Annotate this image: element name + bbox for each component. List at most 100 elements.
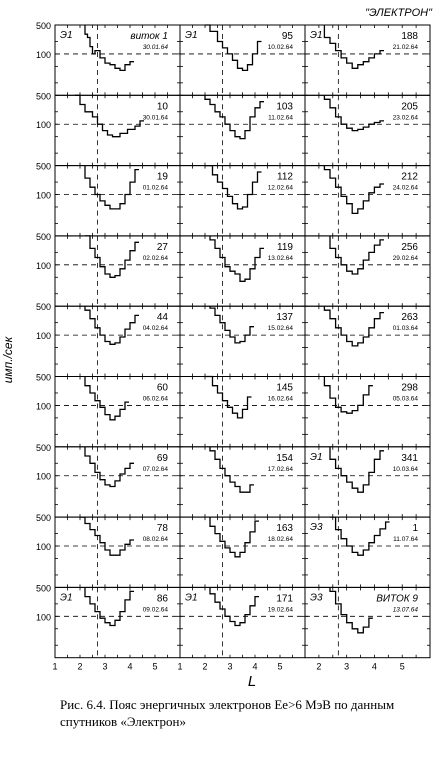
x-tick-label: 5 — [277, 662, 282, 672]
series-line — [323, 95, 384, 132]
y-tick-label: 500 — [36, 162, 51, 172]
chart-panel: Э1 171 19.02.64 — [179, 586, 306, 659]
orbit-label: 171 — [276, 593, 293, 604]
orbit-label: 95 — [282, 31, 294, 42]
date-label: 05.03.64 — [393, 396, 419, 403]
orbit-label: 27 — [157, 242, 169, 253]
chart-panel: 112 12.02.64 — [179, 164, 306, 237]
y-tick-label: 500 — [36, 513, 51, 523]
orbit-label: 205 — [401, 101, 418, 112]
date-label: 13.07.64 — [393, 606, 419, 613]
orbit-label: 341 — [401, 453, 418, 464]
chart-panel: Э1 188 21.02.64 — [304, 24, 431, 96]
date-label: 12.02.64 — [268, 185, 294, 192]
date-label: 11.02.64 — [268, 114, 293, 121]
x-tick-label: 2 — [77, 662, 82, 672]
chart-panel: 256 29.02.64 — [304, 235, 431, 307]
chart-panel: 205 23.02.64 — [304, 94, 431, 167]
x-tick-label: 3 — [102, 662, 107, 672]
series-line — [329, 587, 373, 634]
date-label: 10.02.64 — [268, 44, 294, 51]
series-line — [205, 375, 252, 419]
y-tick-label: 100 — [36, 612, 51, 622]
date-label: 07.02.64 — [143, 466, 169, 473]
date-label: 24.02.64 — [393, 185, 419, 192]
satellite-label: Э1 — [185, 592, 198, 603]
chart-panel: 60 06.02.64 — [54, 376, 181, 448]
series-line — [85, 235, 139, 278]
orbit-label: 119 — [277, 242, 293, 253]
x-tick-label: 4 — [127, 662, 132, 672]
y-tick-label: 100 — [36, 50, 51, 60]
series-line — [329, 446, 384, 493]
orbit-label: 78 — [157, 523, 169, 534]
orbit-label: 103 — [276, 101, 293, 112]
y-tick-label: 500 — [36, 91, 51, 101]
date-label: 08.02.64 — [143, 536, 169, 543]
date-label: 30.01.64 — [143, 114, 169, 121]
orbit-label: 44 — [157, 312, 169, 323]
orbit-label: 10 — [157, 101, 169, 112]
y-tick-labels: 500 100 500 100 500 100 500 100 500 100 500 100 500 1… — [36, 21, 51, 622]
satellite-label: Э3 — [310, 592, 323, 603]
series-line — [329, 235, 384, 275]
series-line — [80, 516, 134, 556]
orbit-label: 69 — [157, 453, 169, 464]
orbit-label: 112 — [277, 172, 293, 183]
figure-header: "ЭЛЕКТРОН" — [365, 7, 433, 19]
chart-panel: 298 05.03.64 — [304, 376, 431, 448]
x-tick-label: 4 — [252, 662, 257, 672]
x-tick-label: 5 — [152, 662, 157, 672]
chart-panel: 19 01.02.64 — [54, 165, 181, 237]
date-label: 17.02.64 — [268, 466, 294, 473]
orbit-label: 188 — [401, 31, 418, 42]
x-axis: 1 2 3 4 5 1 2 3 4 5 2 3 4 5 — [52, 662, 404, 672]
chart-panel: 263 01.03.64 — [304, 305, 431, 378]
series-line — [323, 165, 384, 215]
y-tick-label: 100 — [36, 331, 51, 341]
y-tick-label: 500 — [36, 373, 51, 383]
date-label: 29.02.64 — [393, 255, 419, 262]
series-line — [84, 446, 134, 488]
orbit-label: ВИТОК 9 — [376, 593, 418, 604]
series-line — [209, 446, 254, 493]
x-tick-label: 4 — [372, 662, 377, 672]
date-label: 23.02.64 — [393, 114, 419, 121]
chart-panel: 212 24.02.64 — [304, 165, 431, 237]
y-tick-label: 500 — [36, 443, 51, 453]
date-label: 18.02.64 — [268, 536, 294, 543]
y-tick-label: 100 — [36, 401, 51, 411]
chart-panel: 69 07.02.64 — [54, 446, 181, 518]
x-tick-label: 3 — [344, 662, 349, 672]
panel-grid: Э1 виток 1 30.01.64 Э1 95 10.02.64 Э1 188 21.02.… — [54, 24, 431, 659]
chart-panel: 163 18.02.64 — [179, 516, 306, 588]
chart-panel: Э1 86 09.02.64 — [54, 586, 181, 659]
satellite-label: Э1 — [60, 30, 73, 41]
orbit-label: виток 1 — [130, 31, 168, 42]
chart-panel: Э1 341 10.03.64 — [304, 446, 431, 518]
y-tick-label: 100 — [36, 191, 51, 201]
orbit-label: 256 — [401, 242, 418, 253]
orbit-label: 145 — [276, 383, 293, 394]
satellite-label: Э1 — [310, 452, 323, 463]
orbit-label: 212 — [401, 172, 418, 183]
chart-panel: Э3 ВИТОК 9 13.07.64 — [304, 586, 431, 659]
series-line — [84, 306, 139, 345]
y-tick-label: 500 — [36, 302, 51, 312]
satellite-label: Э1 — [185, 30, 198, 41]
date-label: 01.02.64 — [143, 185, 169, 192]
x-axis-label: L — [248, 673, 256, 690]
y-tick-label: 100 — [36, 261, 51, 271]
series-line — [209, 306, 254, 344]
chart-panel: 137 15.02.64 — [179, 305, 306, 378]
orbit-label: 137 — [276, 312, 293, 323]
series-line — [330, 516, 390, 556]
date-label: 06.02.64 — [143, 396, 169, 403]
chart-panel: 145 16.02.64 — [179, 375, 306, 448]
series-line — [205, 24, 262, 72]
satellite-label: Э1 — [60, 592, 73, 603]
date-label: 09.02.64 — [143, 606, 169, 613]
panel-frame — [304, 586, 431, 659]
date-label: 13.02.64 — [268, 255, 294, 262]
x-tick-label: 2 — [316, 662, 321, 672]
